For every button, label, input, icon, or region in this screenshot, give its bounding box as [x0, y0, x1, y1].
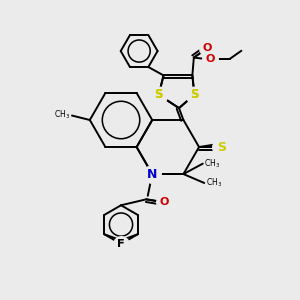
Text: N: N — [147, 168, 158, 181]
Text: F: F — [117, 239, 125, 249]
Text: O: O — [206, 54, 215, 64]
Text: CH$_3$: CH$_3$ — [204, 158, 220, 170]
Text: F: F — [117, 239, 125, 249]
Text: O: O — [159, 197, 169, 207]
Text: S: S — [190, 88, 199, 101]
Text: S: S — [154, 88, 163, 101]
Text: S: S — [217, 140, 226, 154]
Text: CH$_3$: CH$_3$ — [206, 177, 222, 189]
Text: O: O — [202, 43, 212, 53]
Text: CH$_3$: CH$_3$ — [54, 108, 70, 121]
Text: S: S — [190, 88, 199, 101]
Text: S: S — [154, 88, 163, 101]
